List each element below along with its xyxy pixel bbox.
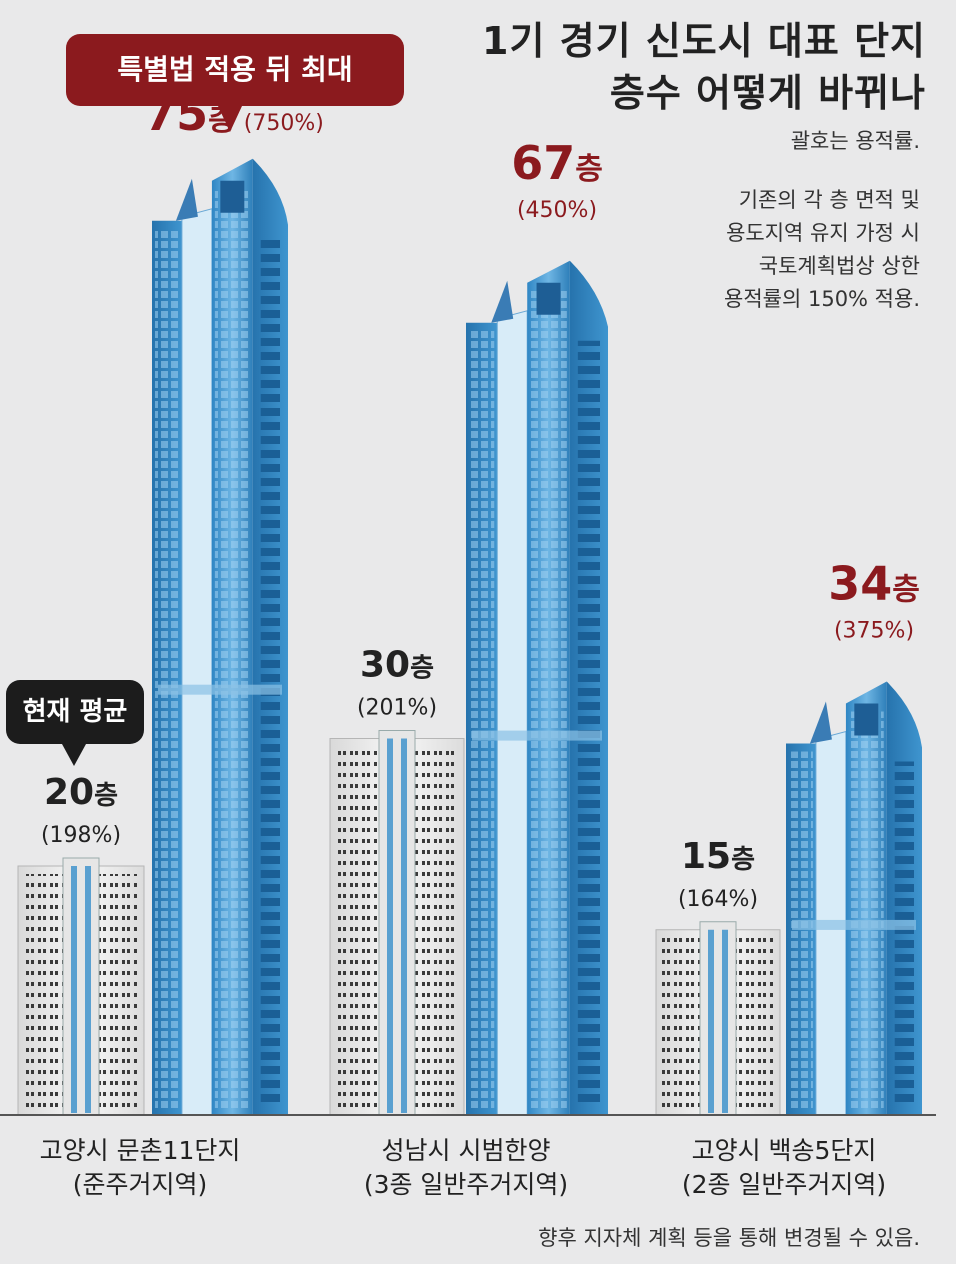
current-callout-label: 현재 평균 bbox=[22, 697, 128, 727]
value-labels-layer: 20층(198%)75층 (750%)30층(201%)67층(450%)15층(… bbox=[41, 87, 920, 912]
category-2-zone: (3종 일반주거지역) bbox=[363, 1170, 569, 1199]
current-callout-tail bbox=[62, 744, 86, 766]
max-callout: 특별법 적용 뒤 최대 bbox=[66, 34, 404, 132]
chart-title-line2: 층수 어떻게 바뀌나 bbox=[609, 71, 926, 115]
category-1-name: 고양시 문촌11단지 bbox=[39, 1136, 241, 1165]
footnote: 향후 지자체 계획 등을 통해 변경될 수 있음. bbox=[538, 1226, 920, 1250]
category-2-name: 성남시 시범한양 bbox=[381, 1136, 551, 1165]
bars-layer bbox=[17, 158, 922, 1116]
max-callout-tail bbox=[218, 106, 242, 132]
category-1-zone: (준주거지역) bbox=[72, 1170, 208, 1199]
paren-note: 괄호는 용적률. bbox=[790, 129, 920, 153]
label-max-2-floors: 67층 bbox=[511, 136, 603, 190]
bar-current-1 bbox=[17, 857, 145, 1116]
chart-title-line1: 1기 경기 신도시 대표 단지 bbox=[482, 19, 926, 63]
label-current-3-floors: 15층 bbox=[681, 836, 755, 877]
label-max-3: 34층 (375%) bbox=[828, 557, 920, 644]
label-current-2-floors: 30층 bbox=[360, 645, 434, 686]
bar-current-3 bbox=[655, 921, 781, 1116]
max-callout-label: 특별법 적용 뒤 최대 bbox=[117, 53, 353, 86]
category-label-1: 고양시 문촌11단지 (준주거지역) bbox=[40, 1134, 241, 1202]
category-3-name: 고양시 백송5단지 bbox=[691, 1136, 877, 1165]
label-current-1-floors: 20층 bbox=[44, 772, 118, 813]
assumption-note-3: 국토계획법상 상한 bbox=[758, 254, 920, 278]
label-current-2-ratio: (201%) bbox=[357, 696, 437, 721]
label-current-1: 20층 (198%) bbox=[41, 772, 121, 848]
label-max-2-ratio: (450%) bbox=[517, 198, 597, 223]
label-current-3: 15층 (164%) bbox=[678, 836, 758, 912]
assumption-note-4: 용적률의 150% 적용. bbox=[724, 287, 920, 311]
label-max-2: 67층 (450%) bbox=[511, 136, 603, 223]
assumption-note-1: 기존의 각 층 면적 및 bbox=[738, 188, 920, 212]
label-current-1-ratio: (198%) bbox=[41, 823, 121, 848]
bar-current-2 bbox=[329, 730, 465, 1116]
category-3-zone: (2종 일반주거지역) bbox=[681, 1170, 887, 1199]
current-callout: 현재 평균 bbox=[6, 680, 144, 766]
label-current-2: 30층 (201%) bbox=[357, 645, 437, 721]
bar-max-3 bbox=[786, 681, 922, 1116]
label-max-3-ratio: (375%) bbox=[834, 619, 914, 644]
category-label-3: 고양시 백송5단지 (2종 일반주거지역) bbox=[682, 1134, 886, 1202]
assumption-note-2: 용도지역 유지 가정 시 bbox=[726, 221, 920, 245]
bar-max-1 bbox=[152, 158, 288, 1116]
bar-max-2 bbox=[466, 260, 608, 1116]
category-label-2: 성남시 시범한양 (3종 일반주거지역) bbox=[364, 1134, 568, 1202]
label-current-3-ratio: (164%) bbox=[678, 887, 758, 912]
label-max-3-floors: 34층 bbox=[828, 557, 920, 611]
